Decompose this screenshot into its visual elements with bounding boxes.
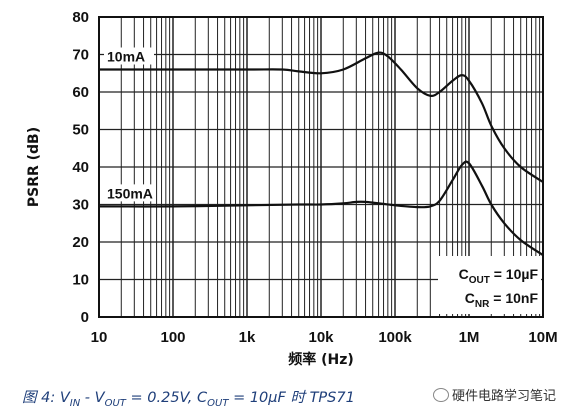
caption-vout-sub: OUT <box>104 397 126 409</box>
caption-cout-sub: OUT <box>207 397 229 409</box>
annotation-cnr: CNR = 10nF <box>465 290 539 310</box>
y-tick-label: 50 <box>72 122 89 139</box>
y-tick-label: 10 <box>72 272 89 289</box>
series-line-150mA <box>98 160 544 257</box>
x-tick-label: 100k <box>378 329 412 346</box>
x-axis-title: 频率 (Hz) <box>288 351 354 368</box>
series-label-10mA: 10mA <box>107 49 145 65</box>
x-tick-label: 1M <box>459 329 480 346</box>
annotation-cnr-value: = 10nF <box>489 290 538 306</box>
annotation-cnr-symbol: C <box>465 290 475 306</box>
caption-c: C <box>197 390 208 406</box>
x-tick-label: 1k <box>239 329 256 346</box>
y-tick-label: 0 <box>81 309 89 326</box>
chart-grid <box>98 16 543 318</box>
series-label-bg <box>104 184 154 202</box>
series-line-10mA <box>99 51 544 183</box>
plot-frame <box>98 16 544 318</box>
annotation-cout-value: = 10µF <box>490 266 539 282</box>
caption-prefix: 图 4: <box>22 390 60 406</box>
x-tick-label: 100 <box>160 329 185 346</box>
caption-minus: - V <box>80 390 105 406</box>
annotation-cout-symbol: C <box>459 266 469 282</box>
figure-caption: 图 4: VIN - VOUT = 0.25V, COUT = 10µF 时 T… <box>22 386 355 409</box>
annotation-cout: COUT = 10µF <box>459 266 539 286</box>
annotation-box <box>438 256 541 314</box>
caption-vin-sub: IN <box>69 397 81 409</box>
caption-v: V <box>59 390 70 406</box>
caption-eq1: = 0.25V, <box>125 390 198 406</box>
wechat-icon <box>433 388 449 402</box>
y-tick-label: 60 <box>72 84 89 101</box>
y-tick-label: 80 <box>72 9 89 26</box>
y-tick-label: 20 <box>72 234 89 251</box>
y-axis-title: PSRR (dB) <box>26 127 42 207</box>
y-tick-label: 40 <box>72 159 89 176</box>
annotation-cout-subscript: OUT <box>469 275 490 286</box>
series-label-150mA: 150mA <box>107 185 153 201</box>
watermark-text: 硬件电路学习笔记 <box>452 389 557 404</box>
y-tick-label: 30 <box>72 197 89 214</box>
caption-eq2: = 10µF 时 TPS71 <box>228 390 355 406</box>
x-tick-label: 10k <box>308 329 334 346</box>
chart-series: 10mA 150mA <box>98 47 544 257</box>
x-tick-label: 10M <box>528 329 557 346</box>
series-label-bg <box>104 47 154 65</box>
x-tick-label: 10 <box>91 329 108 346</box>
watermark: 硬件电路学习笔记 <box>430 384 560 405</box>
y-tick-label: 70 <box>72 47 89 64</box>
annotation-cnr-subscript: NR <box>475 299 490 310</box>
